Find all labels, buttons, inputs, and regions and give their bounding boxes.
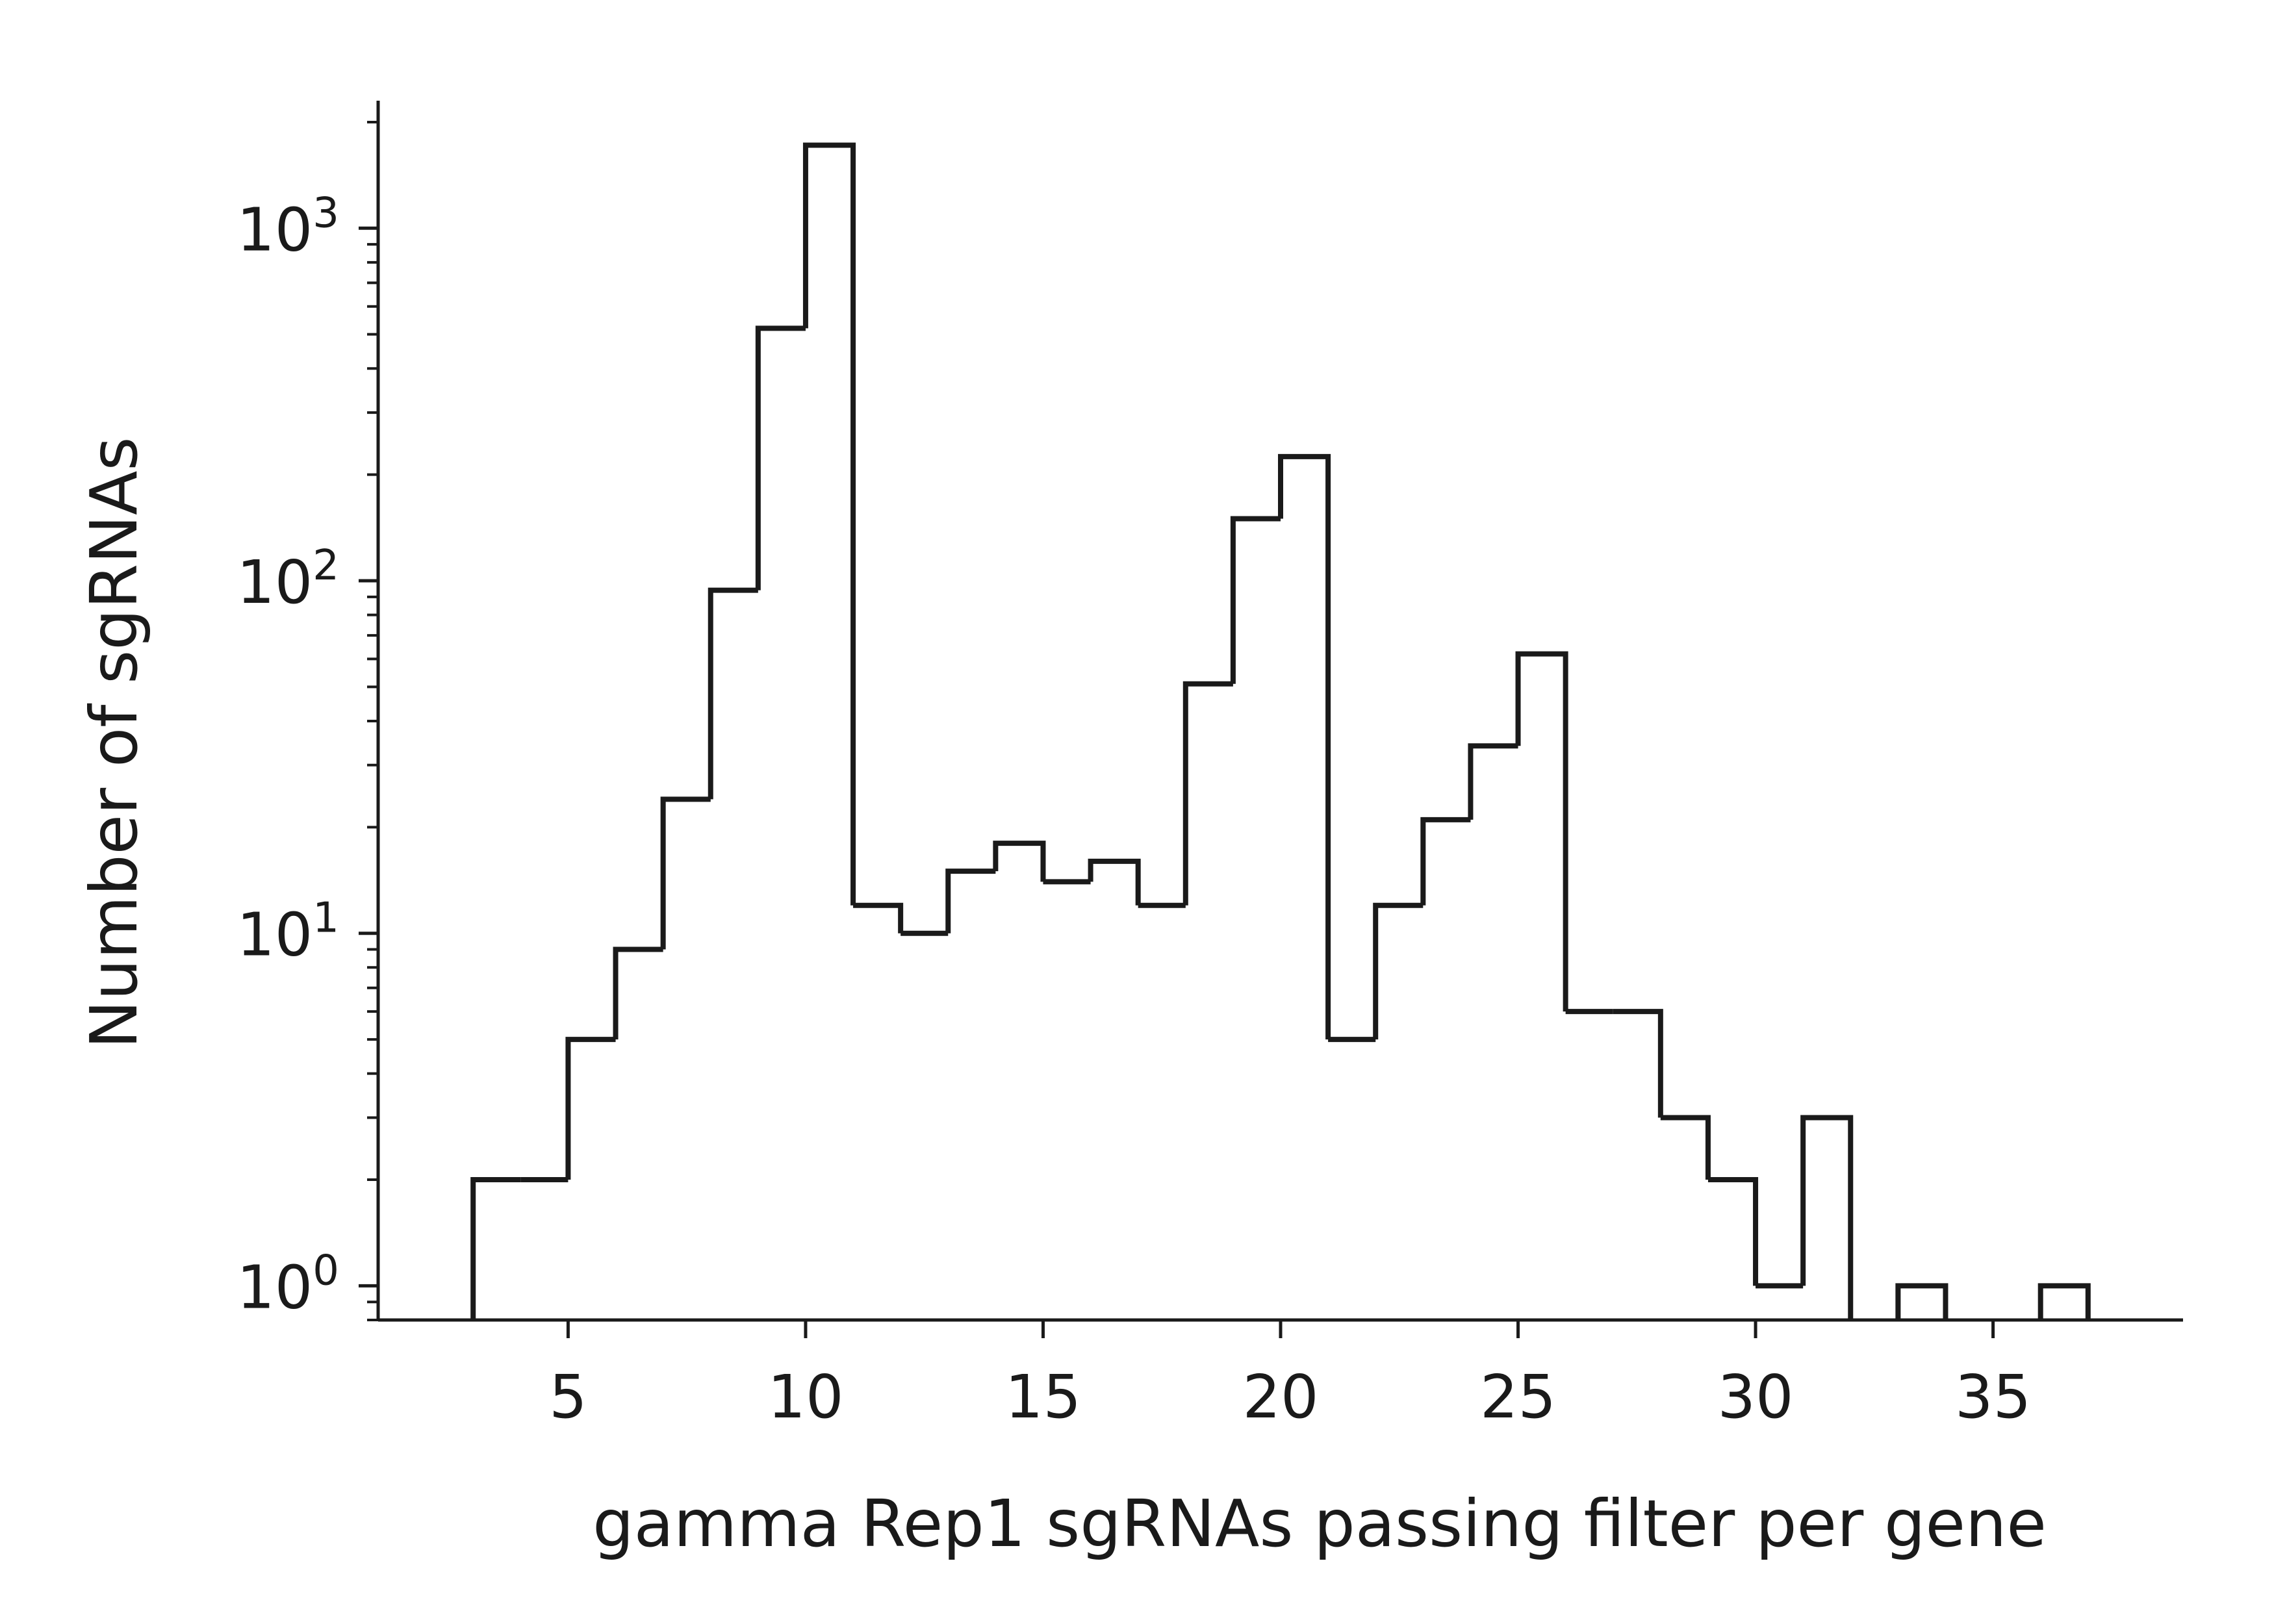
y-tick-label: 103 <box>236 189 339 264</box>
histogram-bin <box>1420 817 1471 906</box>
x-tick-label: 5 <box>549 1362 587 1432</box>
histogram-bin <box>1278 453 1331 1040</box>
x-tick-label: 25 <box>1480 1362 1556 1432</box>
histogram-bin <box>708 587 758 800</box>
histogram-bin <box>1515 651 1568 1012</box>
y-axis-ticks: 100 101 102 103 <box>236 120 378 1322</box>
x-axis-ticks: 5 10 15 20 25 30 35 <box>549 1320 2031 1432</box>
histogram-bin <box>993 841 1046 882</box>
histogram-bin <box>660 796 711 950</box>
x-tick-label: 20 <box>1242 1362 1318 1432</box>
y-axis-label: Number of sgRNAs <box>76 437 152 1048</box>
histogram-bin <box>802 142 856 906</box>
y-tick-label: 100 <box>236 1247 339 1322</box>
histogram-bin <box>1088 858 1141 906</box>
plot-area <box>470 142 2091 1320</box>
histogram-bin <box>1800 1115 1854 1320</box>
histogram-bin <box>565 1037 616 1180</box>
histogram-bin <box>613 946 663 1040</box>
y-tick-label: 101 <box>236 894 339 970</box>
histogram-bin <box>1895 1283 1948 1320</box>
x-tick-label: 10 <box>767 1362 843 1432</box>
histogram-bin <box>470 1177 521 1320</box>
histogram-bin <box>1613 1009 1663 1118</box>
histogram-bin <box>755 325 806 590</box>
histogram-bin <box>1373 902 1424 1040</box>
x-tick-label: 30 <box>1718 1362 1794 1432</box>
y-tick-label: 102 <box>236 542 339 617</box>
x-axis-label: gamma Rep1 sgRNAs passing filter per gen… <box>593 1486 2047 1562</box>
histogram-bin <box>1707 1177 1759 1286</box>
x-tick-label: 15 <box>1005 1362 1081 1432</box>
histogram-bin <box>1468 743 1518 820</box>
histogram-bin <box>1182 681 1233 906</box>
x-tick-label: 35 <box>1955 1362 2031 1432</box>
histogram-bin <box>1230 516 1281 684</box>
histogram-bin <box>1660 1115 1711 1180</box>
histogram-bin <box>945 869 996 933</box>
histogram-bin <box>853 902 904 933</box>
histogram-bin <box>2038 1283 2091 1320</box>
